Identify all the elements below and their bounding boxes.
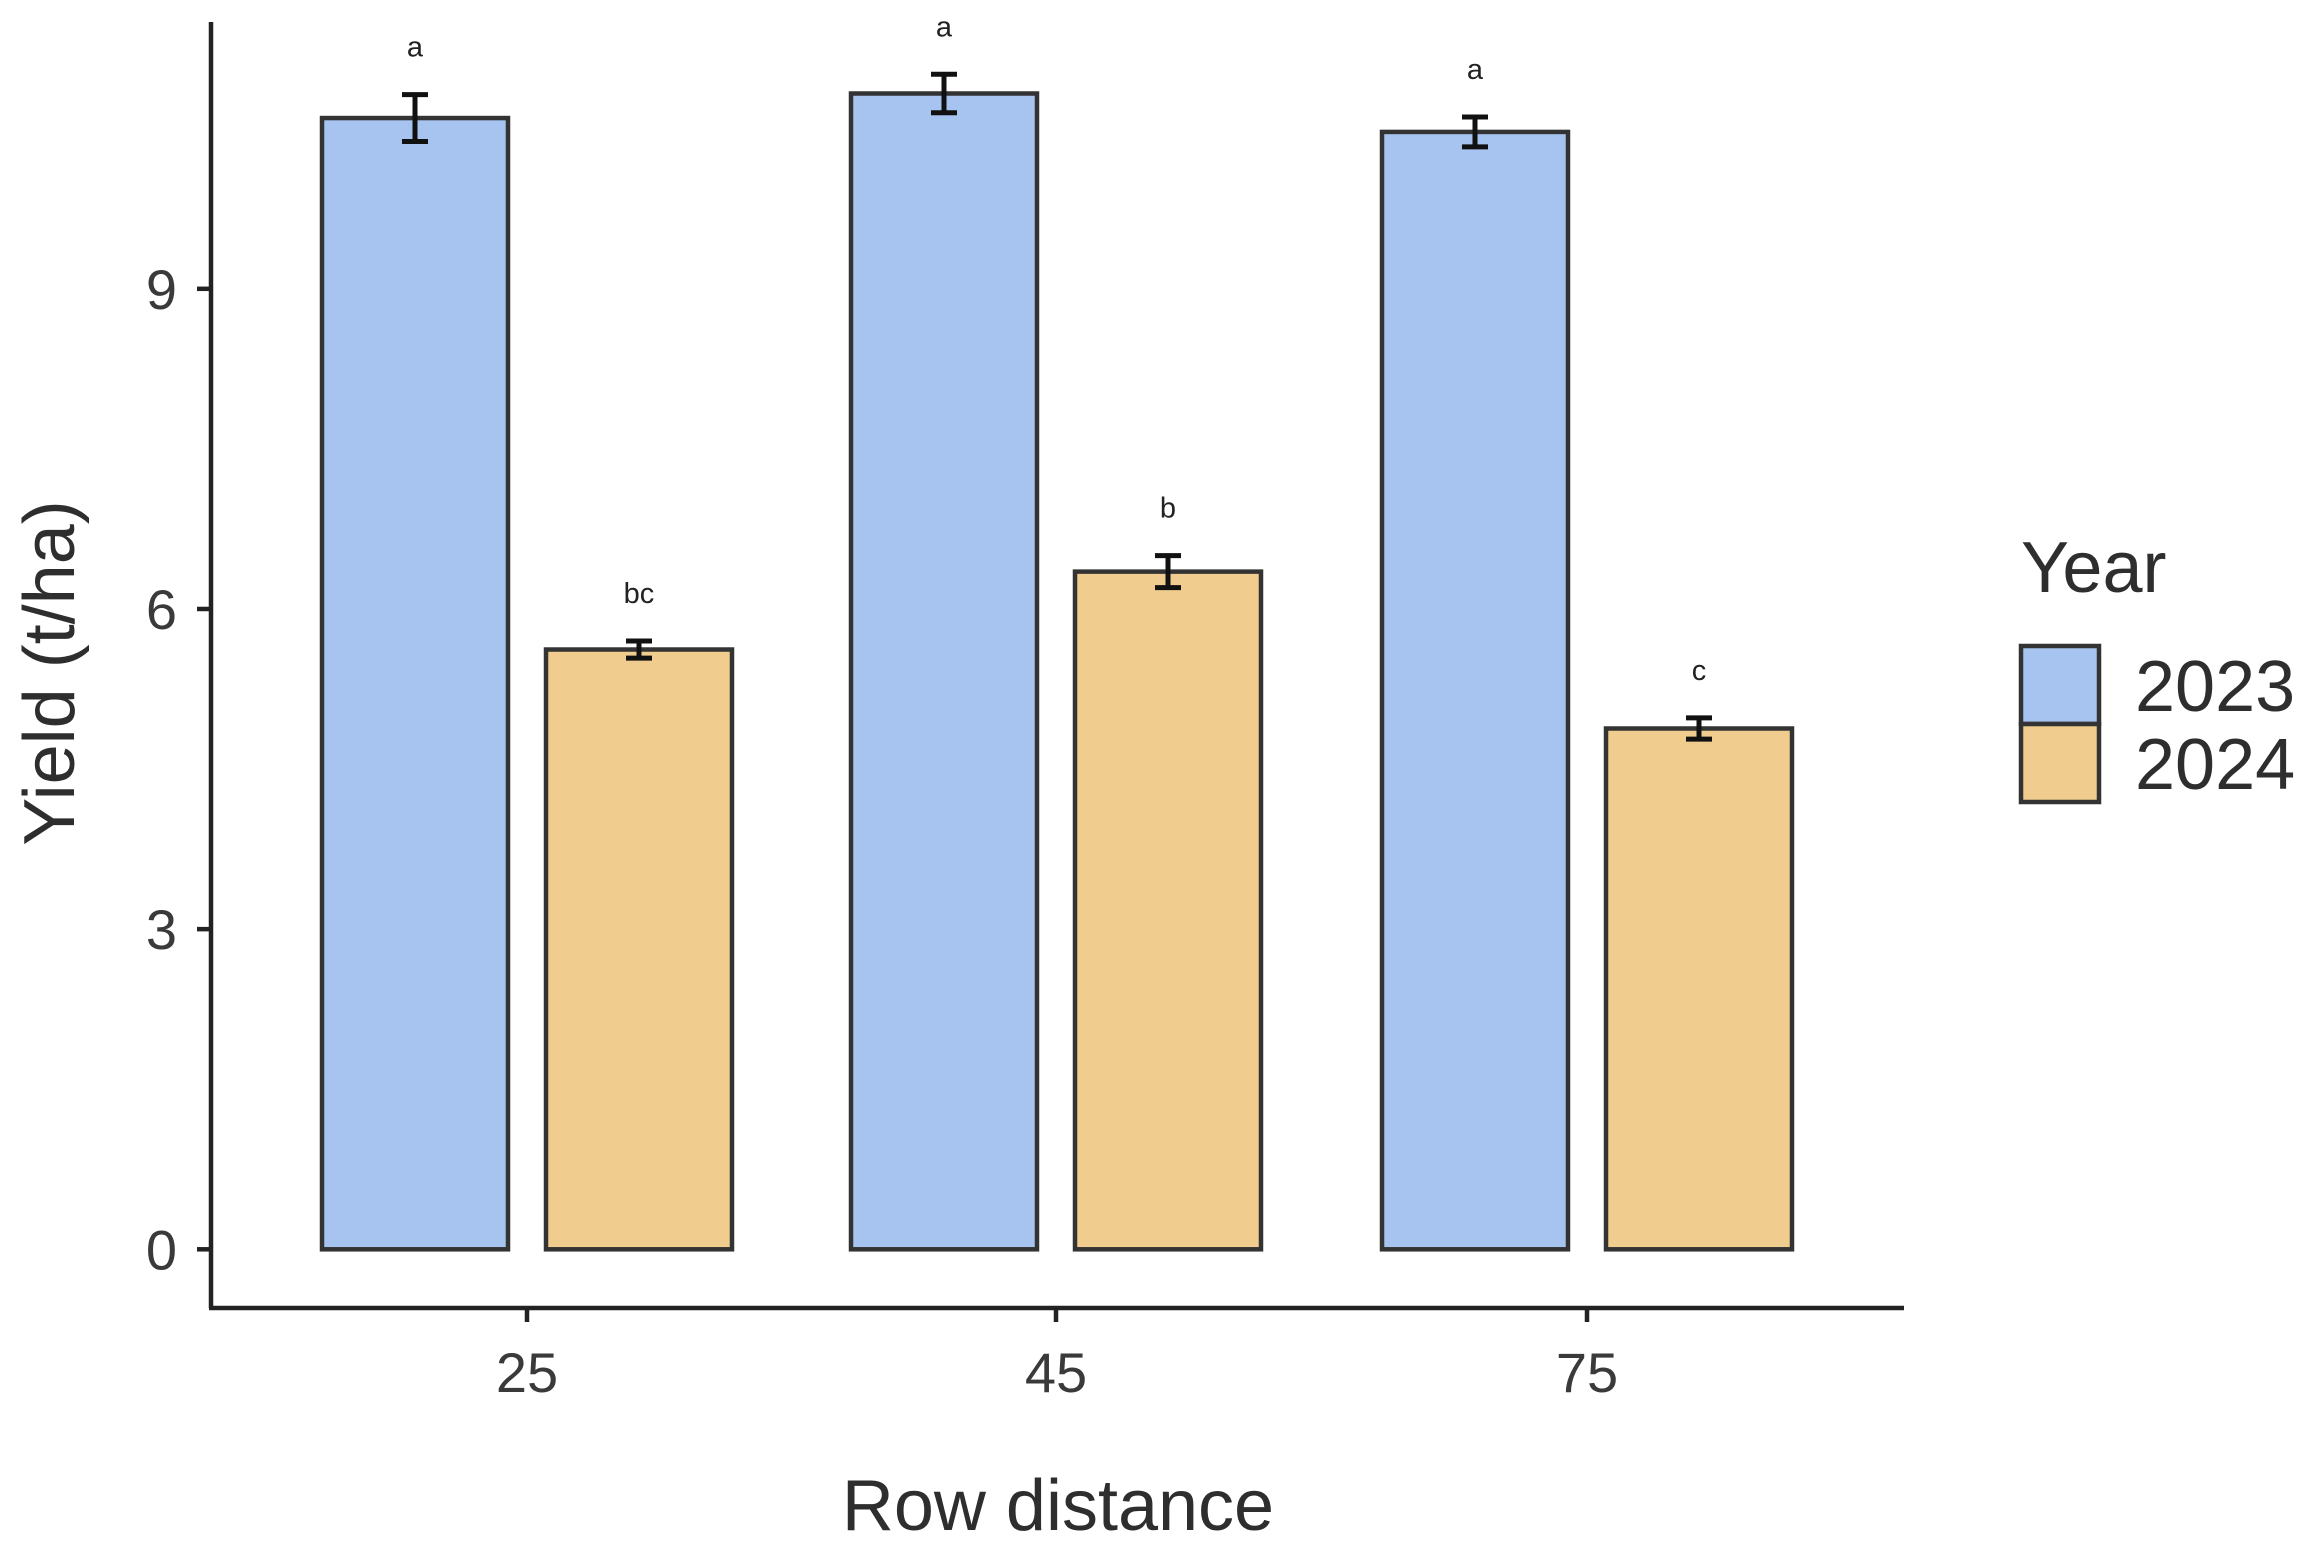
error-bar-2023-45	[931, 71, 957, 116]
bar-2023-25	[319, 115, 511, 1252]
x-tick-label-45: 45	[1025, 1341, 1087, 1404]
bar-2024-45	[1072, 569, 1264, 1252]
y-tick-label-6: 6	[146, 578, 177, 641]
y-tick-label-9: 9	[146, 258, 177, 321]
bar-2023-45	[848, 91, 1040, 1252]
legend-label-2024: 2024	[2135, 725, 2295, 805]
legend-title: Year	[2021, 528, 2166, 608]
legend-label-2023: 2023	[2135, 647, 2295, 727]
significance-label-2024-75: c	[1692, 655, 1707, 687]
significance-label-2023-25: a	[407, 32, 424, 64]
bar-2023-75	[1379, 129, 1571, 1252]
error-bar-2024-75	[1686, 715, 1712, 742]
x-tick-label-75: 75	[1556, 1341, 1618, 1404]
bar-2024-75	[1603, 726, 1795, 1252]
significance-label-2023-45: a	[936, 11, 953, 43]
error-bar-2024-45	[1155, 553, 1181, 591]
significance-label-2023-75: a	[1467, 54, 1484, 86]
y-axis-title: Yield (t/ha)	[10, 500, 90, 845]
x-axis-title: Row distance	[842, 1466, 1274, 1546]
legend-key-2024	[2018, 721, 2102, 805]
error-bars-layer	[402, 71, 1712, 742]
significance-label-2024-45: b	[1160, 493, 1176, 525]
error-bar-2023-75	[1462, 114, 1488, 150]
error-bar-2024-25	[626, 638, 652, 661]
significance-label-2024-25: bc	[624, 578, 655, 610]
x-tick-label-25: 25	[496, 1341, 558, 1404]
bars-layer	[319, 91, 1795, 1252]
bar-2024-25	[543, 647, 735, 1252]
axes-layer	[197, 22, 1904, 1322]
y-tick-label-0: 0	[146, 1218, 177, 1281]
y-tick-label-3: 3	[146, 898, 177, 961]
tick-labels-layer: 0 3 6 9 25 45 75	[146, 258, 1618, 1404]
legend-key-2023	[2018, 643, 2102, 727]
error-bar-2023-25	[402, 92, 428, 145]
